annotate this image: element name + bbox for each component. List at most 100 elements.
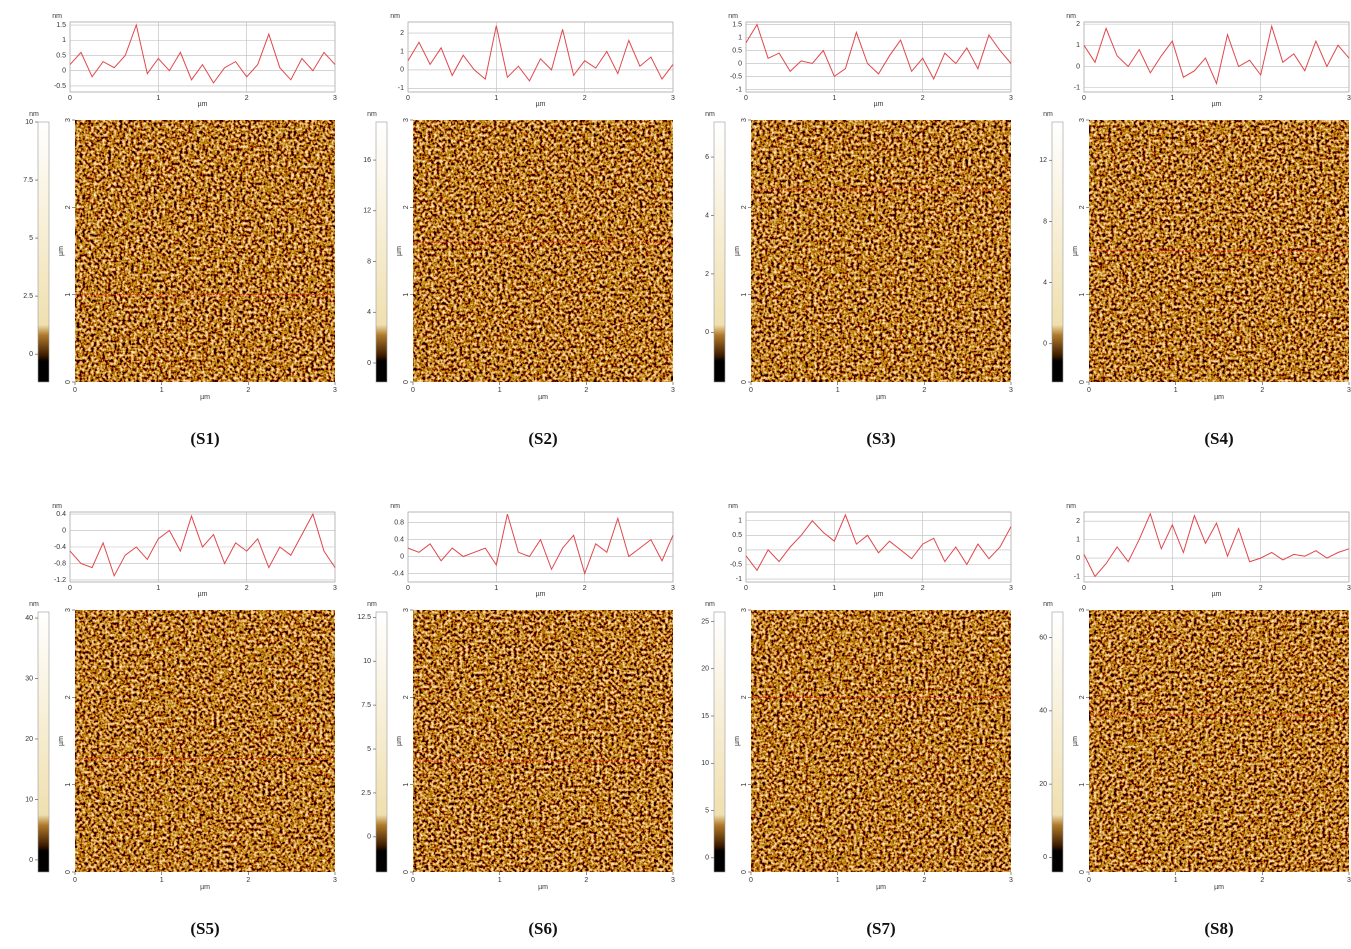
y-tick-label: 2 xyxy=(400,30,404,37)
x-tick-label: 0 xyxy=(744,95,748,102)
image-y-label: µm xyxy=(1072,736,1079,746)
x-tick-label: 1 xyxy=(494,585,498,592)
image-y-tick-label: 3 xyxy=(1079,118,1086,122)
y-tick-label: -0.4 xyxy=(54,544,66,551)
image-x-tick-label: 0 xyxy=(749,877,753,884)
y-tick-label: -1 xyxy=(1074,573,1080,580)
image-x-label: µm xyxy=(538,394,548,401)
image-x-tick-label: 1 xyxy=(498,877,502,884)
image-x-tick-label: 2 xyxy=(246,877,250,884)
colorbar-tick-label: 0 xyxy=(367,360,371,367)
afm-image xyxy=(75,120,335,382)
y-tick-label: -1.2 xyxy=(54,577,66,584)
image-y-tick-label: 3 xyxy=(65,118,72,122)
x-tick-label: 1 xyxy=(1170,95,1174,102)
colorbar-tick-label: 6 xyxy=(705,154,709,161)
y-axis-label: nm xyxy=(1066,13,1076,20)
colorbar-tick-label: 7.5 xyxy=(23,177,33,184)
image-y-tick-label: 2 xyxy=(403,695,410,699)
image-y-tick-label: 3 xyxy=(403,118,410,122)
panel-label: (S5) xyxy=(190,919,219,938)
x-tick-label: 3 xyxy=(671,95,675,102)
colorbar-tick-label: 12 xyxy=(363,208,371,215)
image-y-tick-label: 2 xyxy=(1079,205,1086,209)
panel-label: (S4) xyxy=(1204,429,1233,448)
colorbar-label: nm xyxy=(367,601,377,608)
colorbar-tick-label: 4 xyxy=(1043,279,1047,286)
image-x-tick-label: 3 xyxy=(1347,877,1351,884)
colorbar-tick-label: 0 xyxy=(705,855,709,862)
profile-line xyxy=(407,25,674,82)
panel-label: (S3) xyxy=(866,429,895,448)
y-tick-label: 1 xyxy=(1076,536,1080,543)
colorbar-tick-label: 15 xyxy=(701,713,709,720)
colorbar xyxy=(1051,121,1064,383)
x-tick-label: 2 xyxy=(1259,95,1263,102)
colorbar-tick-label: 2.5 xyxy=(361,790,371,797)
colorbar-tick-label: 2.5 xyxy=(23,293,33,300)
colorbar-tick-label: 10 xyxy=(363,658,371,665)
image-x-tick-label: 2 xyxy=(922,877,926,884)
image-y-tick-label: 3 xyxy=(403,608,410,612)
y-tick-label: 2 xyxy=(1076,518,1080,525)
colorbar-tick-label: 16 xyxy=(363,157,371,164)
x-tick-label: 0 xyxy=(1082,95,1086,102)
x-tick-label: 1 xyxy=(494,95,498,102)
image-y-tick-label: 0 xyxy=(1079,380,1086,384)
image-x-label: µm xyxy=(876,394,886,401)
image-x-label: µm xyxy=(200,394,210,401)
y-tick-label: -0.5 xyxy=(730,73,742,80)
afm-image xyxy=(413,610,673,872)
image-x-label: µm xyxy=(538,884,548,891)
y-axis-label: nm xyxy=(728,13,738,20)
colorbar-tick-label: 20 xyxy=(1039,781,1047,788)
image-x-tick-label: 0 xyxy=(411,877,415,884)
image-y-tick-label: 2 xyxy=(65,695,72,699)
colorbar-tick-label: 10 xyxy=(25,119,33,126)
y-tick-label: 0 xyxy=(62,527,66,534)
x-tick-label: 2 xyxy=(583,95,587,102)
y-tick-label: -1 xyxy=(398,85,404,92)
y-tick-label: -0.8 xyxy=(54,560,66,567)
y-tick-label: 1 xyxy=(62,37,66,44)
image-y-tick-label: 2 xyxy=(741,695,748,699)
x-axis-label: µm xyxy=(874,591,884,598)
image-x-tick-label: 2 xyxy=(584,877,588,884)
image-y-tick-label: 3 xyxy=(741,608,748,612)
image-x-label: µm xyxy=(1214,394,1224,401)
colorbar xyxy=(1051,611,1064,873)
colorbar xyxy=(375,611,388,873)
image-x-tick-label: 2 xyxy=(246,387,250,394)
colorbar-tick-label: 5 xyxy=(367,746,371,753)
colorbar-tick-label: 0 xyxy=(29,857,33,864)
y-axis-label: nm xyxy=(1066,503,1076,510)
image-y-tick-label: 0 xyxy=(403,380,410,384)
x-axis-label: µm xyxy=(874,101,884,108)
x-tick-label: 1 xyxy=(1170,585,1174,592)
x-tick-label: 0 xyxy=(406,95,410,102)
colorbar-tick-label: 30 xyxy=(25,675,33,682)
image-y-tick-label: 0 xyxy=(65,870,72,874)
x-tick-label: 2 xyxy=(921,585,925,592)
y-tick-label: 2 xyxy=(1076,21,1080,28)
profile-line xyxy=(745,23,1012,81)
colorbar-tick-label: 7.5 xyxy=(361,702,371,709)
colorbar xyxy=(37,121,50,383)
image-x-tick-label: 3 xyxy=(1009,877,1013,884)
y-axis-label: nm xyxy=(390,503,400,510)
colorbar-tick-label: 10 xyxy=(25,796,33,803)
colorbar-label: nm xyxy=(705,111,715,118)
y-tick-label: 1.5 xyxy=(56,22,66,29)
x-tick-label: 0 xyxy=(744,585,748,592)
image-y-tick-label: 1 xyxy=(741,293,748,297)
y-tick-label: -0.5 xyxy=(54,83,66,90)
y-tick-label: 1 xyxy=(1076,42,1080,49)
colorbar-tick-label: 10 xyxy=(701,760,709,767)
image-x-tick-label: 1 xyxy=(160,387,164,394)
image-x-tick-label: 0 xyxy=(73,877,77,884)
image-x-tick-label: 1 xyxy=(836,877,840,884)
colorbar-tick-label: 5 xyxy=(29,235,33,242)
panel-label: (S1) xyxy=(190,429,219,448)
image-x-tick-label: 2 xyxy=(584,387,588,394)
x-tick-label: 3 xyxy=(671,585,675,592)
